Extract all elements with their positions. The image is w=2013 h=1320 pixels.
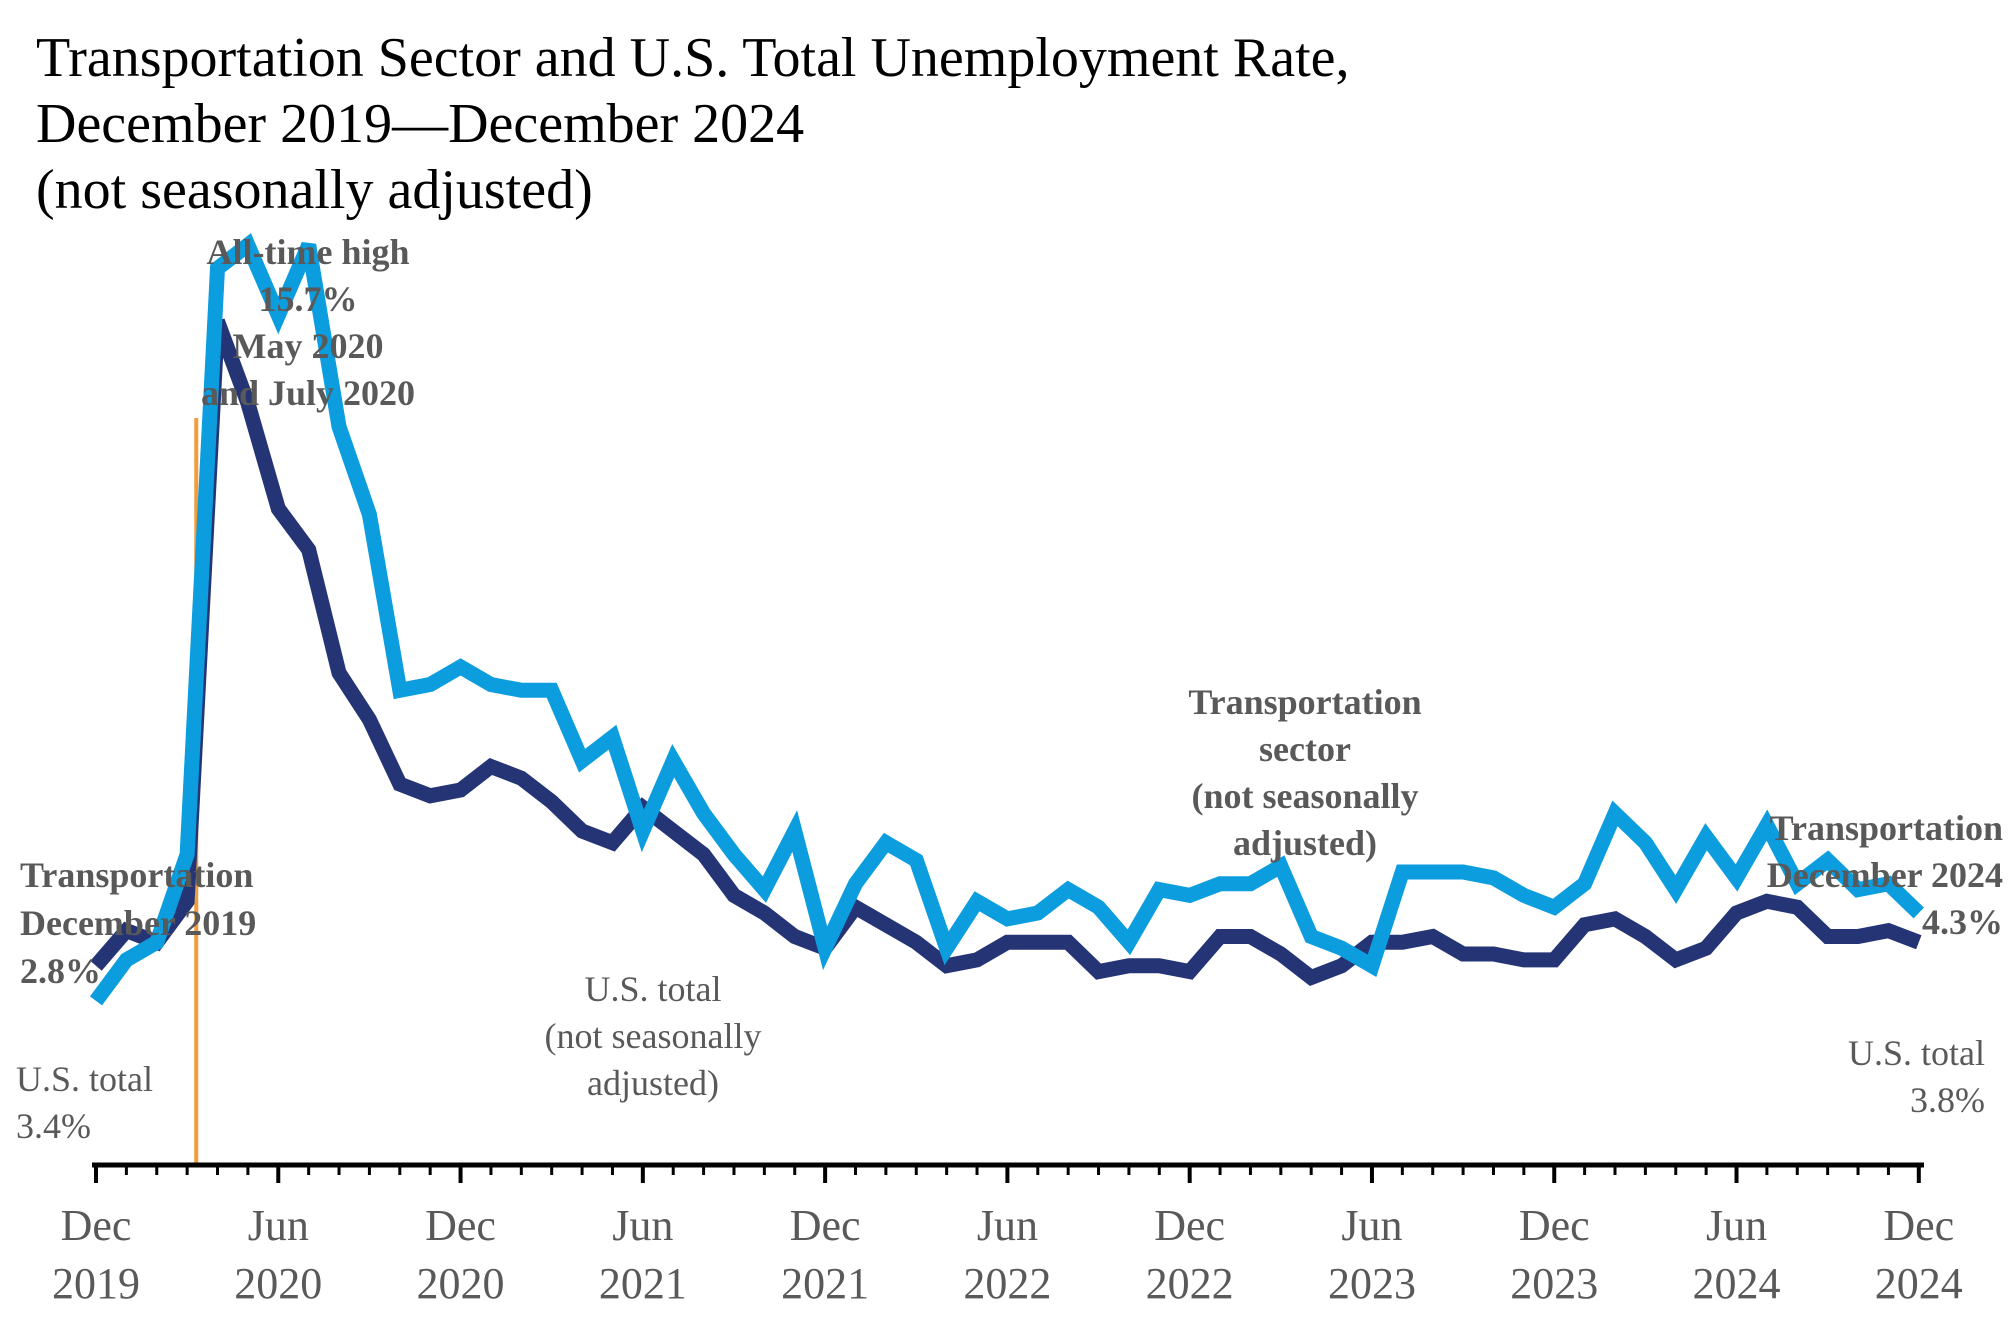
- all-time-high-date1: May 2020: [233, 326, 384, 366]
- end-transportation-label: Transportation: [1770, 808, 2003, 848]
- x-tick-label-month: Jun: [612, 1201, 673, 1250]
- x-tick-label-year: 2024: [1875, 1259, 1963, 1308]
- all-time-high-label: All-time high: [207, 232, 410, 272]
- x-tick-label-year: 2022: [963, 1259, 1051, 1308]
- end-transportation-date: December 2024: [1767, 855, 2003, 895]
- start-us-total-value: 3.4%: [16, 1106, 91, 1146]
- start-us-total-label: U.S. total: [16, 1059, 153, 1099]
- x-tick-label-year: 2020: [234, 1259, 322, 1308]
- us-total-series-label: U.S. total: [584, 969, 721, 1009]
- x-tick-label-year: 2019: [52, 1259, 140, 1308]
- chart-subtitle: (not seasonally adjusted): [36, 159, 593, 221]
- x-tick-label-month: Dec: [790, 1201, 861, 1250]
- start-transportation-label: Transportation: [20, 855, 253, 895]
- end-transportation-value: 4.3%: [1922, 902, 2003, 942]
- transportation-series-label3: (not seasonally: [1191, 776, 1418, 816]
- chart-title: Transportation Sector and U.S. Total Une…: [36, 27, 1350, 89]
- end-us-total-value: 3.8%: [1910, 1080, 1985, 1120]
- x-tick-label-month: Jun: [977, 1201, 1038, 1250]
- x-tick-label-month: Jun: [1341, 1201, 1402, 1250]
- all-time-high-value: 15.7%: [259, 279, 358, 319]
- x-tick-label-month: Dec: [1154, 1201, 1225, 1250]
- end-us-total-label: U.S. total: [1848, 1033, 1985, 1073]
- x-tick-label-year: 2021: [781, 1259, 869, 1308]
- transportation-series-label: Transportation: [1188, 682, 1421, 722]
- us-total-series-label3: adjusted): [587, 1063, 719, 1103]
- x-tick-label-year: 2024: [1693, 1259, 1781, 1308]
- transportation-series-label4: adjusted): [1233, 823, 1377, 863]
- start-transportation-value: 2.8%: [20, 951, 101, 991]
- transportation-series-label2: sector: [1259, 729, 1351, 769]
- chart-title-line2: December 2019—December 2024: [36, 93, 805, 155]
- x-tick-label-year: 2021: [599, 1259, 687, 1308]
- x-tick-label-year: 2022: [1146, 1259, 1234, 1308]
- x-tick-label-month: Jun: [1706, 1201, 1767, 1250]
- x-tick-label-year: 2020: [417, 1259, 505, 1308]
- x-tick-label-year: 2023: [1510, 1259, 1598, 1308]
- us-total-series-label2: (not seasonally: [545, 1016, 762, 1056]
- x-tick-label-month: Jun: [248, 1201, 309, 1250]
- x-tick-label-month: Dec: [425, 1201, 496, 1250]
- x-tick-label-month: Dec: [1883, 1201, 1954, 1250]
- x-tick-label-month: Dec: [1519, 1201, 1590, 1250]
- transportation-series-line: [89, 233, 1925, 1006]
- x-tick-label-year: 2023: [1328, 1259, 1416, 1308]
- all-time-high-date2: and July 2020: [201, 373, 415, 413]
- x-tick-label-month: Dec: [61, 1201, 132, 1250]
- start-transportation-date: December 2019: [20, 903, 256, 943]
- us-total-series-line: [90, 318, 1922, 987]
